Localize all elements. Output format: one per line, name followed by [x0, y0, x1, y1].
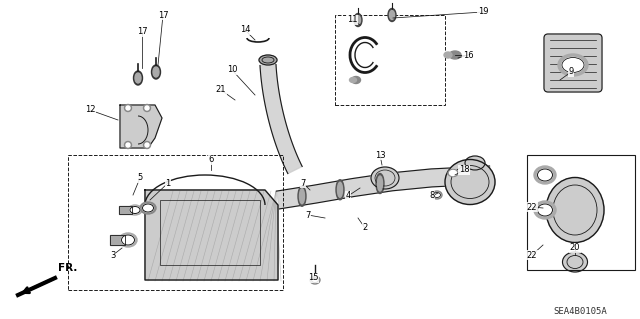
Text: 22: 22 [527, 203, 537, 211]
Ellipse shape [130, 206, 140, 213]
Text: 3: 3 [110, 250, 116, 259]
Polygon shape [120, 105, 162, 148]
Bar [527, 155, 635, 270]
Ellipse shape [355, 16, 360, 25]
Ellipse shape [445, 160, 495, 204]
Ellipse shape [259, 55, 277, 65]
Text: 5: 5 [138, 174, 143, 182]
Text: 14: 14 [240, 26, 250, 34]
FancyBboxPatch shape [544, 34, 602, 92]
Ellipse shape [371, 167, 399, 189]
Ellipse shape [433, 192, 440, 197]
Ellipse shape [376, 174, 384, 194]
Text: 7: 7 [305, 211, 310, 219]
Ellipse shape [298, 186, 306, 206]
Text: 16: 16 [463, 50, 474, 60]
Text: 10: 10 [227, 65, 237, 75]
Text: 8: 8 [429, 191, 435, 201]
Ellipse shape [449, 170, 456, 175]
Bar [110, 235, 125, 245]
Ellipse shape [337, 182, 342, 197]
Text: 6: 6 [208, 155, 214, 165]
Circle shape [125, 105, 131, 112]
Text: SEA4B0105A: SEA4B0105A [553, 308, 607, 316]
Circle shape [143, 105, 150, 112]
Text: 9: 9 [568, 68, 573, 77]
Ellipse shape [558, 54, 588, 76]
Ellipse shape [140, 202, 156, 214]
Ellipse shape [562, 57, 584, 72]
Bar [119, 206, 132, 214]
Ellipse shape [378, 176, 383, 191]
Ellipse shape [153, 67, 159, 77]
Ellipse shape [534, 201, 556, 219]
Text: 11: 11 [347, 16, 357, 25]
Ellipse shape [134, 71, 143, 85]
Bar [119, 206, 132, 214]
Text: FR.: FR. [58, 263, 77, 273]
Ellipse shape [354, 13, 362, 26]
Ellipse shape [300, 189, 305, 204]
Text: 12: 12 [84, 106, 95, 115]
Ellipse shape [563, 252, 588, 272]
Text: 19: 19 [477, 8, 488, 17]
Bar [160, 200, 260, 265]
Ellipse shape [312, 278, 319, 283]
Ellipse shape [538, 204, 552, 216]
Circle shape [145, 106, 149, 110]
Ellipse shape [135, 73, 141, 83]
Ellipse shape [143, 204, 154, 212]
Ellipse shape [128, 205, 142, 215]
Ellipse shape [119, 233, 137, 247]
Text: 21: 21 [216, 85, 227, 94]
Ellipse shape [538, 169, 552, 181]
Polygon shape [276, 166, 490, 209]
Text: 17: 17 [157, 11, 168, 19]
Ellipse shape [390, 11, 394, 19]
Circle shape [143, 142, 150, 149]
Circle shape [125, 142, 131, 149]
Ellipse shape [534, 166, 556, 184]
Text: 18: 18 [459, 166, 469, 174]
Polygon shape [260, 64, 302, 174]
Ellipse shape [388, 9, 396, 21]
Ellipse shape [122, 235, 134, 245]
Bar [68, 155, 283, 290]
Ellipse shape [465, 156, 485, 170]
Ellipse shape [310, 276, 320, 284]
Ellipse shape [432, 191, 442, 199]
Circle shape [126, 106, 130, 110]
Bar [335, 15, 445, 105]
Ellipse shape [449, 51, 461, 59]
Text: 2: 2 [362, 224, 367, 233]
Circle shape [126, 143, 130, 147]
Ellipse shape [336, 180, 344, 200]
Text: 1: 1 [165, 179, 171, 188]
Ellipse shape [448, 169, 458, 176]
Text: 15: 15 [308, 273, 318, 283]
Text: 13: 13 [374, 151, 385, 160]
Text: 20: 20 [570, 243, 580, 253]
Text: 17: 17 [137, 27, 147, 36]
Text: 22: 22 [527, 250, 537, 259]
Ellipse shape [152, 65, 161, 79]
Ellipse shape [349, 78, 356, 83]
Circle shape [145, 143, 149, 147]
Text: 7: 7 [300, 179, 306, 188]
Text: 4: 4 [346, 191, 351, 201]
Ellipse shape [546, 177, 604, 242]
Bar [110, 235, 125, 245]
Polygon shape [145, 190, 278, 280]
Ellipse shape [351, 77, 360, 84]
Ellipse shape [444, 52, 452, 58]
